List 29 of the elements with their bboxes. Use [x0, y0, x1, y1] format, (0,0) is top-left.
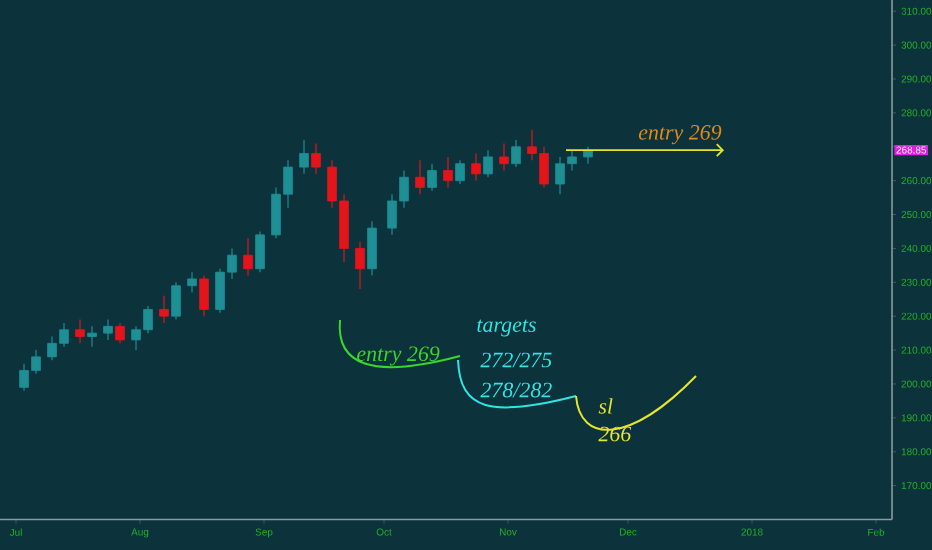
annotation: entry 269	[357, 346, 440, 366]
candlestick	[499, 142, 509, 172]
candlestick	[75, 318, 85, 344]
candlestick	[471, 152, 481, 182]
candlestick	[103, 318, 113, 341]
candlestick	[159, 295, 169, 324]
annotation: sl	[598, 398, 613, 414]
candlestick	[367, 220, 377, 277]
annotation: targets	[477, 319, 536, 337]
candlestick	[87, 325, 97, 348]
annotation: 272/275	[480, 352, 552, 368]
candlestick	[455, 159, 465, 185]
candlestick	[115, 322, 125, 344]
annotation: 266	[598, 426, 632, 442]
annotation: 278/282	[480, 382, 552, 398]
candlestick	[243, 237, 253, 277]
ref-line-label: entry 269	[638, 125, 722, 145]
candlestick	[199, 274, 209, 317]
candlestick	[299, 139, 309, 175]
candlestick	[311, 142, 321, 175]
candlestick	[443, 156, 453, 189]
candlestick	[415, 159, 425, 195]
candlestick	[427, 163, 437, 192]
candlestick	[255, 230, 265, 273]
candlestick	[483, 149, 493, 178]
candlestick	[187, 271, 197, 294]
candlestick	[171, 281, 181, 321]
candlestick	[355, 241, 365, 290]
candlestick	[511, 139, 521, 168]
